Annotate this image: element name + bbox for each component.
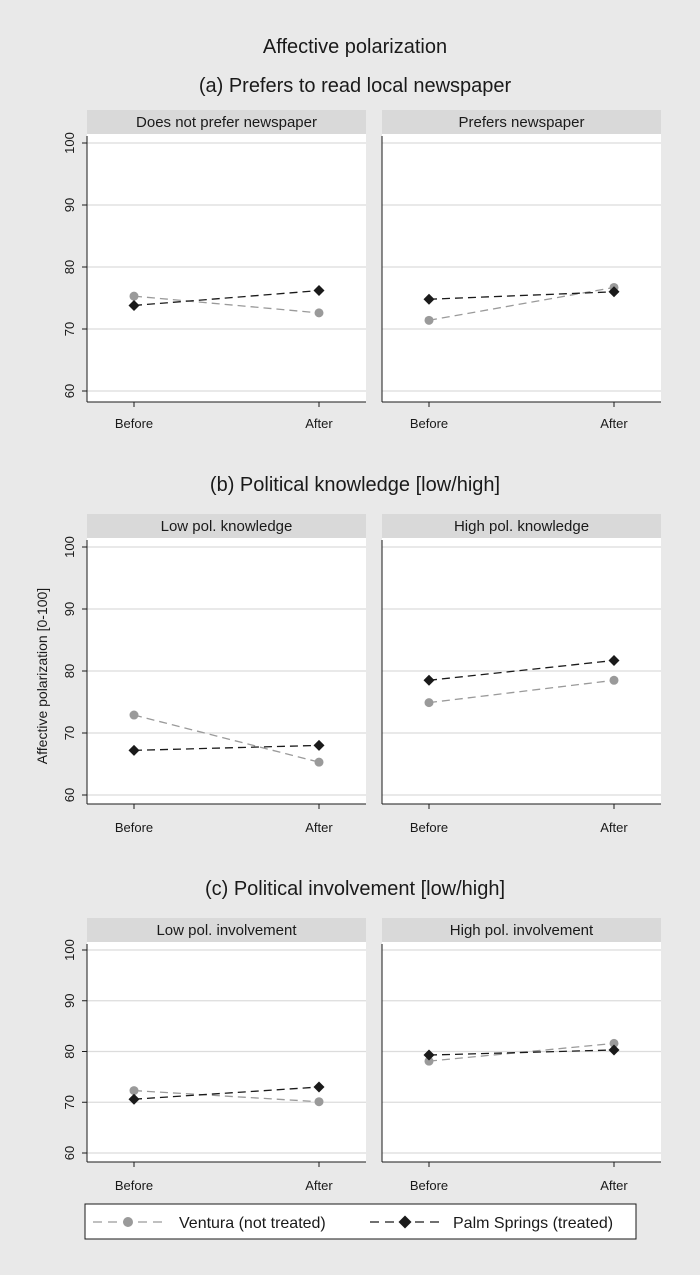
legend-box [84,1203,637,1240]
y-tick-label: 60 [62,384,77,398]
y-tick-label: 100 [62,536,77,558]
panel-strip [87,110,366,134]
data-point-ventura [314,308,324,318]
panel-high-pol-knowledge: High pol. knowledge Before After [381,514,661,835]
data-point-ventura [424,698,434,708]
data-point-palm-springs [128,299,140,311]
x-tick-label: Before [410,820,448,835]
y-tick-label: 90 [62,994,77,1008]
panel-low-pol-involvement: Low pol. involvement 60 70 80 90 100 Before Aft… [62,918,366,1193]
panel-strip-label: Low pol. involvement [156,922,297,939]
panel-strip [382,514,661,538]
plot-area [87,134,366,402]
y-tick-label: 80 [62,1044,77,1058]
legend-label-palm-springs: Palm Springs (treated) [453,1215,613,1232]
y-tick-label: 80 [62,664,77,678]
data-point-palm-springs [313,739,325,751]
data-point-ventura [609,1038,619,1048]
series-line-ventura-not-treated [133,714,320,763]
data-point-palm-springs [423,1049,435,1061]
data-point-palm-springs [313,1081,325,1093]
series-line-palm-springs-treated [133,1086,320,1100]
panel-strip-label: High pol. knowledge [454,518,589,535]
data-point-palm-springs [128,744,140,756]
panel-strip [382,918,661,942]
legend: Ventura (not treated) Palm Springs (trea… [84,1203,637,1240]
panel-prefers-newspaper: Prefers newspaper Before After [381,110,661,431]
data-point-palm-springs [423,674,435,686]
y-tick-label: 90 [62,602,77,616]
series-line-palm-springs-treated [428,1049,615,1056]
panel-high-pol-involvement: High pol. involvement Before After [381,918,661,1193]
data-point-palm-springs [128,1093,140,1105]
x-tick-label: After [600,416,628,431]
panel-does-not-prefer-newspaper: Does not prefer newspaper 60 70 80 90 100 Befo… [62,110,366,431]
x-tick-label: Before [115,1178,153,1193]
y-tick-label: 100 [62,939,77,961]
y-tick-label: 90 [62,198,77,212]
series-line-palm-springs-treated [133,744,320,752]
series-line-ventura-not-treated [428,286,615,321]
plot-area [382,134,661,402]
data-point-ventura [314,1097,324,1107]
x-tick-label: Before [115,820,153,835]
legend-label-ventura: Ventura (not treated) [179,1215,326,1232]
data-point-palm-springs [423,293,435,305]
data-point-palm-springs [313,285,325,297]
series-line-palm-springs-treated [428,659,615,681]
panel-strip-label: Low pol. knowledge [161,518,293,535]
data-point-ventura [129,1086,139,1096]
y-tick-label: 60 [62,788,77,802]
y-axis-label: Affective polarization [0-100] [34,588,50,764]
figure-title: Affective polarization [263,36,447,58]
data-point-palm-springs [608,1044,620,1056]
section-title: (c) Political involvement [low/high] [205,878,505,900]
data-point-ventura [314,757,324,767]
series-line-ventura-not-treated [428,679,615,704]
data-point-palm-springs [608,654,620,666]
x-tick-label: After [305,416,333,431]
data-point-ventura [129,710,139,720]
legend-marker-palm-springs [398,1215,412,1229]
panel-low-pol-knowledge: Low pol. knowledge 60 70 80 90 100 Before After [62,514,366,835]
x-tick-label: After [600,820,628,835]
series-line-ventura-not-treated [133,1089,320,1103]
y-tick-label: 70 [62,1095,77,1109]
series-line-palm-springs-treated [133,289,320,307]
x-tick-label: Before [410,416,448,431]
panel-strip-label: Prefers newspaper [459,114,585,131]
charts-area: (a) Prefers to read local newspaper Does … [62,75,661,1193]
y-tick-label: 60 [62,1146,77,1160]
x-tick-label: Before [115,416,153,431]
section-title: (b) Political knowledge [low/high] [210,474,500,496]
panel-strip [87,514,366,538]
series-line-palm-springs-treated [428,291,615,300]
x-tick-label: After [305,1178,333,1193]
y-tick-label: 100 [62,132,77,154]
legend-marker-ventura [123,1217,133,1227]
panel-strip-label: High pol. involvement [450,922,594,939]
x-tick-label: Before [410,1178,448,1193]
data-point-palm-springs [608,286,620,298]
x-tick-label: After [600,1178,628,1193]
data-point-ventura [129,291,139,301]
panel-strip-label: Does not prefer newspaper [136,114,317,131]
y-tick-label: 80 [62,260,77,274]
series-line-ventura-not-treated [133,295,320,314]
y-tick-label: 70 [62,322,77,336]
panel-strip [87,918,366,942]
data-point-ventura [424,1056,434,1066]
data-point-ventura [609,675,619,685]
x-tick-label: After [305,820,333,835]
section-title: (a) Prefers to read local newspaper [199,75,512,97]
y-tick-label: 70 [62,726,77,740]
data-point-ventura [424,315,434,325]
panel-strip [382,110,661,134]
